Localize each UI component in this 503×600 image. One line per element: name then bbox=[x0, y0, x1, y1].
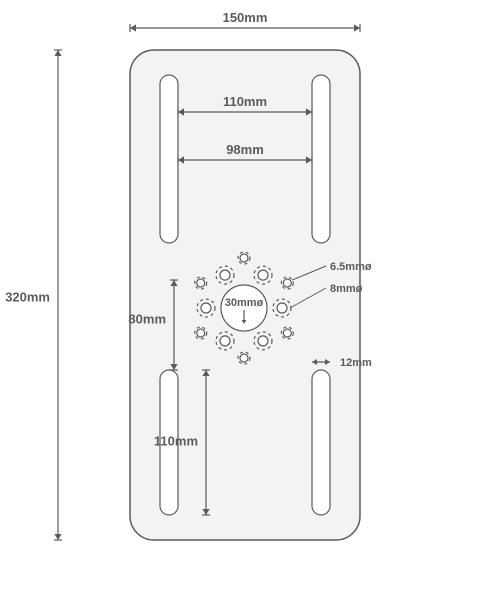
dimension-label: 98mm bbox=[226, 142, 264, 157]
bolt-hole bbox=[240, 254, 248, 262]
bolt-hole bbox=[258, 270, 268, 280]
diagram-stage: 150mm 320mm 110mm 98mm 80mm 110mm 12mm 30mmø 6.5… bbox=[0, 0, 503, 600]
dimension-label: 110mm bbox=[223, 94, 267, 109]
bolt-hole bbox=[277, 303, 287, 313]
bolt-hole bbox=[220, 270, 230, 280]
mounting-slot bbox=[312, 370, 330, 515]
bolt-hole bbox=[197, 279, 205, 287]
small-hole-label: 6.5mmø bbox=[330, 261, 372, 273]
dimension-label: 150mm bbox=[223, 10, 268, 25]
dimension-label: 320mm bbox=[5, 289, 50, 304]
bolt-hole bbox=[258, 336, 268, 346]
bolt-hole bbox=[283, 279, 291, 287]
bolt-hole bbox=[201, 303, 211, 313]
dimension-label: 12mm bbox=[340, 357, 372, 369]
mounting-slot bbox=[160, 75, 178, 243]
dimension-label: 80mm bbox=[128, 311, 166, 326]
dimension-label: 110mm bbox=[154, 433, 198, 448]
bolt-hole bbox=[197, 329, 205, 337]
bolt-hole bbox=[240, 354, 248, 362]
bolt-hole bbox=[283, 329, 291, 337]
center-hole-label: 30mmø bbox=[225, 297, 264, 309]
large-hole-label: 8mmø bbox=[330, 283, 363, 295]
mounting-slot bbox=[312, 75, 330, 243]
bolt-hole bbox=[220, 336, 230, 346]
